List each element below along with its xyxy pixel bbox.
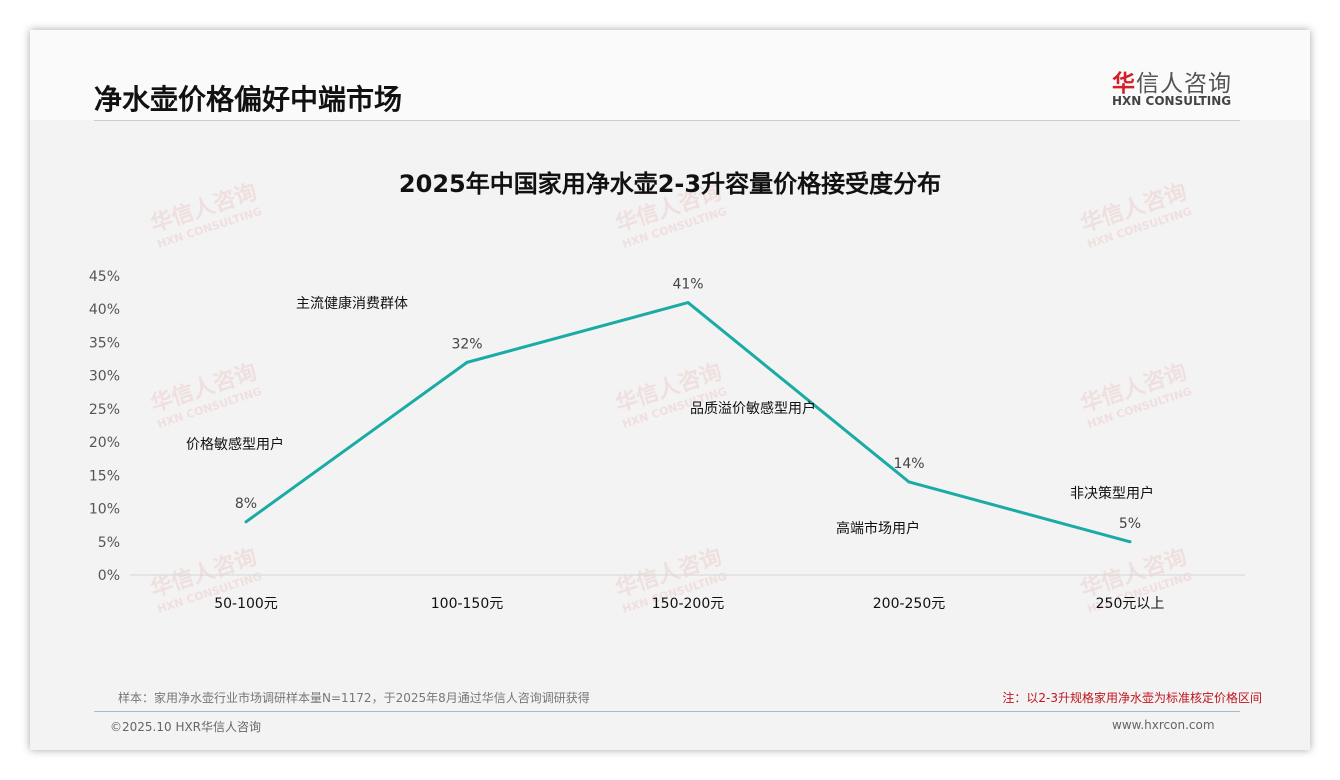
x-tick-label: 150-200元 bbox=[652, 596, 725, 612]
data-point bbox=[1128, 540, 1132, 544]
data-point bbox=[686, 301, 690, 305]
logo: 华信人咨询 bbox=[1112, 64, 1232, 98]
data-label: 5% bbox=[1119, 516, 1141, 532]
data-point bbox=[907, 480, 911, 484]
x-tick-label: 200-250元 bbox=[873, 596, 946, 612]
data-label: 8% bbox=[235, 496, 257, 512]
line-chart: 0% 5% 10% 15% 20% 25% 30% 35% 40% 45% 50-100元 100-1… bbox=[89, 269, 1245, 612]
annotation: 主流健康消费群体 bbox=[296, 296, 408, 312]
data-point bbox=[244, 520, 248, 524]
y-tick-label: 30% bbox=[89, 369, 120, 385]
y-tick-label: 10% bbox=[89, 502, 120, 518]
data-label: 32% bbox=[451, 336, 482, 352]
y-tick-label: 45% bbox=[89, 269, 120, 285]
y-tick-label: 35% bbox=[89, 335, 120, 351]
chart-title: 2025年中国家用净水壶2-3升容量价格接受度分布 bbox=[398, 170, 942, 198]
logo-en: HXN CONSULTING bbox=[1112, 94, 1232, 108]
website-link[interactable]: www.hxrcon.com bbox=[1112, 718, 1215, 732]
logo-text: 信人咨询 bbox=[1136, 71, 1232, 97]
slide: 净水壶价格偏好中端市场 华信人咨询 HXN CONSULTING 华信人咨询 HX… bbox=[30, 30, 1310, 750]
x-tick-label: 50-100元 bbox=[214, 596, 278, 612]
logo-mark: 华 bbox=[1112, 71, 1136, 97]
header bbox=[30, 30, 1310, 120]
annotation: 价格敏感型用户 bbox=[186, 437, 284, 453]
x-tick-label: 250元以上 bbox=[1096, 596, 1165, 612]
y-tick-label: 5% bbox=[98, 535, 120, 551]
annotation: 非决策型用户 bbox=[1070, 486, 1154, 502]
y-tick-label: 15% bbox=[89, 468, 120, 484]
remark-note: 注：以2-3升规格家用净水壶为标准核定价格区间 bbox=[1002, 691, 1262, 705]
x-tick-label: 100-150元 bbox=[431, 596, 504, 612]
data-point bbox=[465, 360, 469, 364]
divider bbox=[94, 120, 1240, 121]
copyright: ©2025.10 HXR华信人咨询 bbox=[110, 720, 262, 734]
y-tick-label: 0% bbox=[98, 568, 120, 584]
y-tick-label: 40% bbox=[89, 302, 120, 318]
footer-divider bbox=[94, 711, 1240, 712]
series-line bbox=[245, 301, 1131, 544]
y-tick-label: 20% bbox=[89, 435, 120, 451]
data-label: 41% bbox=[672, 277, 703, 293]
y-tick-label: 25% bbox=[89, 402, 120, 418]
annotation: 品质溢价敏感型用户 bbox=[690, 401, 816, 417]
page-title: 净水壶价格偏好中端市场 bbox=[94, 83, 403, 116]
data-label: 14% bbox=[893, 456, 924, 472]
sample-note: 样本：家用净水壶行业市场调研样本量N=1172，于2025年8月通过华信人咨询调… bbox=[118, 691, 590, 705]
annotation: 高端市场用户 bbox=[836, 521, 920, 537]
